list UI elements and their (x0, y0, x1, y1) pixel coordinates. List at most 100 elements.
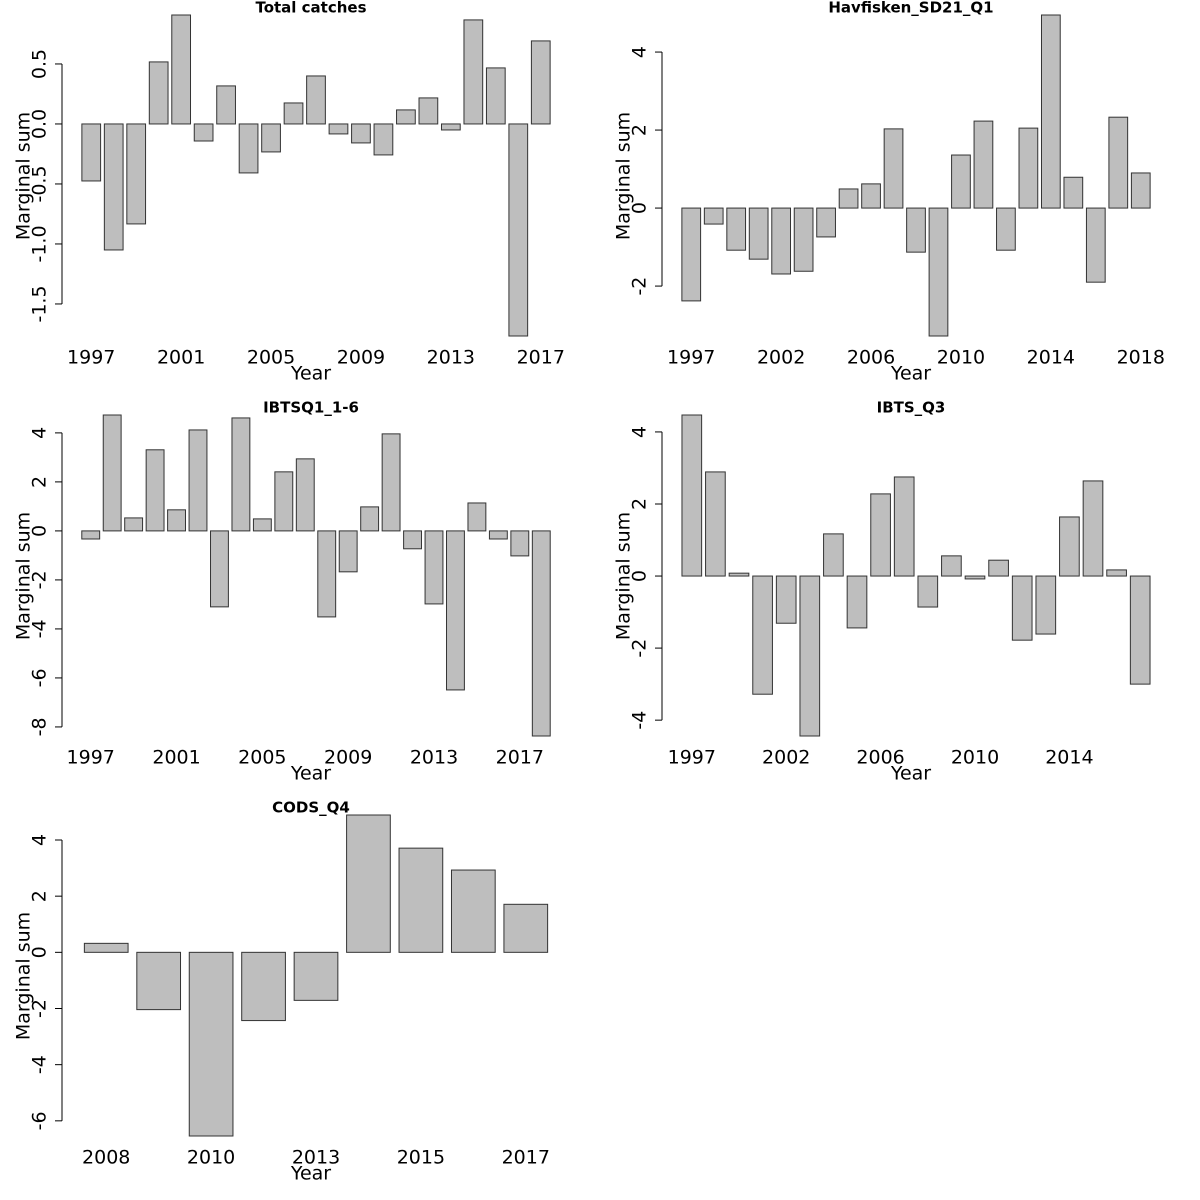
y-tick-label: 0.0 (29, 109, 51, 139)
bar (295, 458, 315, 532)
bar (996, 207, 1016, 251)
x-tick-label: 2010 (937, 347, 985, 369)
y-tick-label: -2 (29, 999, 51, 1018)
bar (726, 207, 747, 251)
y-axis-label: Marginal sum (613, 112, 635, 240)
panel: IBTS_Q3 Year Marginal sum -4 -2 0 2 4 1997 2002 20… (613, 399, 1151, 785)
y-tick-label: -2 (629, 639, 651, 658)
y-tick-label: -0.5 (29, 165, 51, 202)
bar (488, 530, 508, 540)
x-tick-label: 1997 (668, 747, 716, 769)
bar (752, 575, 773, 695)
bar (446, 530, 465, 691)
bar (846, 575, 868, 629)
bar (167, 509, 186, 532)
bar (883, 128, 904, 209)
bar (1108, 116, 1129, 209)
x-tick-label: 2002 (762, 747, 810, 769)
y-tick-label: 2 (29, 476, 51, 488)
bar (870, 493, 891, 577)
bar (188, 951, 234, 1137)
bar (503, 903, 549, 953)
y-tick-label: -6 (29, 1111, 51, 1130)
x-tick-label: 2006 (847, 347, 895, 369)
y-tick-label: -4 (629, 711, 651, 730)
bar (124, 517, 144, 532)
bar (81, 530, 101, 540)
y-axis-label: Marginal sum (13, 912, 35, 1040)
x-tick-label: 1997 (667, 347, 715, 369)
panel: IBTSQ1_1-6 Year Marginal sum -8 -6 -4 -2 0 2 4 199… (13, 399, 551, 785)
bar (1082, 480, 1104, 577)
bar (1011, 575, 1033, 641)
panel: CODS_Q4 Year Marginal sum -6 -4 -2 0 2 4 2008 2010… (13, 799, 550, 1185)
y-tick-label: -2 (29, 570, 51, 589)
x-tick-label: 1997 (67, 747, 115, 769)
bar (328, 123, 349, 135)
y-tick-label: -1.5 (29, 285, 51, 322)
bar (861, 183, 881, 209)
bar (1035, 575, 1057, 635)
x-tick-label: 2017 (517, 347, 565, 369)
x-tick-label: 2008 (82, 1147, 130, 1169)
x-tick-label: 2017 (496, 747, 544, 769)
x-axis-label: Year (290, 1163, 331, 1185)
bar (188, 429, 208, 532)
bar (964, 575, 986, 580)
bar (148, 61, 169, 125)
bar (283, 102, 304, 125)
bar (293, 951, 339, 1001)
bar (485, 67, 506, 125)
bar (748, 207, 769, 260)
bar (241, 951, 286, 1022)
bar (338, 530, 358, 573)
bar (346, 814, 391, 953)
bar (928, 207, 949, 337)
x-tick-label: 2009 (324, 747, 372, 769)
bar (1059, 516, 1080, 577)
bar (893, 476, 915, 577)
x-tick-label: 2010 (951, 747, 999, 769)
bar (1040, 14, 1061, 209)
y-tick-label: 4 (29, 427, 51, 439)
y-tick-label: 0.5 (29, 49, 51, 79)
x-tick-label: 1997 (67, 347, 115, 369)
x-tick-label: 2006 (856, 747, 904, 769)
bar (951, 154, 971, 209)
bar (1129, 575, 1151, 685)
y-tick-label: 2 (629, 498, 651, 510)
bar (103, 123, 124, 251)
chart-title: IBTS_Q3 (877, 399, 946, 417)
bar (917, 575, 939, 608)
y-tick-label: 4 (29, 834, 51, 846)
x-tick-label: 2018 (1117, 347, 1165, 369)
bar (424, 530, 444, 605)
bar (1063, 176, 1084, 209)
bar (799, 575, 821, 737)
x-tick-label: 2005 (238, 747, 286, 769)
y-tick-label: -1.0 (29, 225, 51, 262)
bar (838, 188, 859, 209)
bar (360, 506, 380, 532)
x-tick-label: 2017 (502, 1147, 550, 1169)
x-axis-label: Year (890, 763, 931, 785)
bar (145, 449, 165, 532)
y-tick-label: 2 (629, 124, 651, 136)
bar (373, 123, 394, 156)
y-tick-label: -4 (29, 1055, 51, 1074)
chart-title: CODS_Q4 (272, 799, 350, 817)
bar (531, 530, 551, 737)
bar (102, 414, 122, 532)
x-tick-label: 2001 (152, 747, 200, 769)
y-tick-label: 2 (29, 890, 51, 902)
bar (81, 123, 102, 182)
y-tick-label: 0 (29, 525, 51, 537)
bar (450, 869, 496, 953)
bar (126, 123, 147, 225)
bar (231, 417, 251, 532)
bar (136, 951, 182, 1011)
bar (728, 572, 750, 577)
bar (317, 530, 337, 618)
y-tick-label: -8 (29, 717, 51, 736)
panel: Havfisken_SD21_Q1 Year Marginal sum -2 0 2 4 19… (613, 0, 1165, 385)
